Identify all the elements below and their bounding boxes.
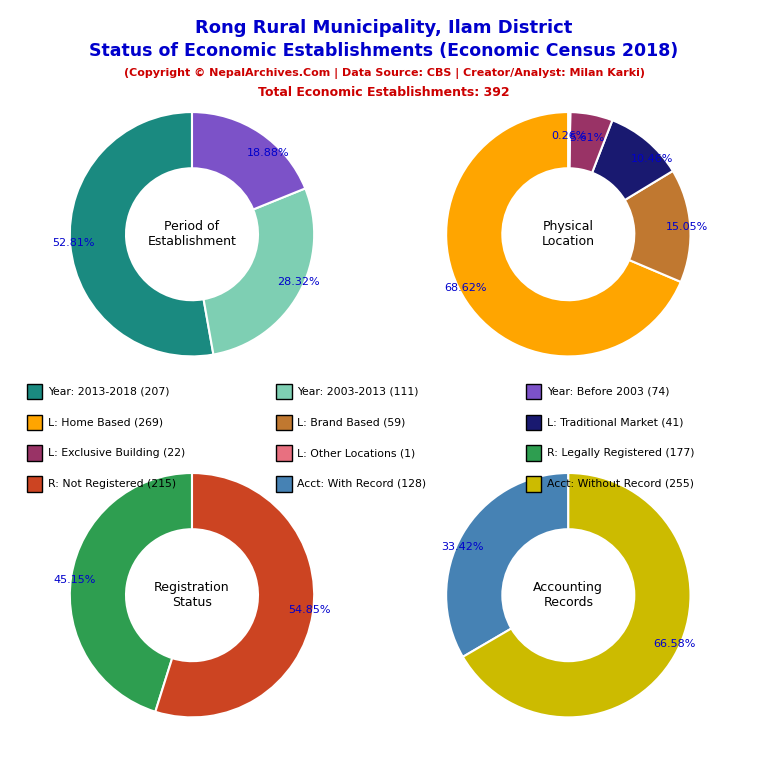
Text: L: Home Based (269): L: Home Based (269) [48,417,163,428]
Text: Acct: Without Record (255): Acct: Without Record (255) [547,478,694,489]
Text: Year: 2003-2013 (111): Year: 2003-2013 (111) [297,386,419,397]
Text: 28.32%: 28.32% [277,276,320,286]
Text: R: Legally Registered (177): R: Legally Registered (177) [547,448,694,458]
Text: Accounting
Records: Accounting Records [534,581,603,609]
Text: 0.26%: 0.26% [551,131,587,141]
Wedge shape [70,473,192,712]
Wedge shape [446,473,568,657]
Text: 5.61%: 5.61% [569,134,604,144]
Text: (Copyright © NepalArchives.Com | Data Source: CBS | Creator/Analyst: Milan Karki: (Copyright © NepalArchives.Com | Data So… [124,68,644,78]
Text: 33.42%: 33.42% [441,541,484,551]
Text: 45.15%: 45.15% [53,575,95,585]
Text: Rong Rural Municipality, Ilam District: Rong Rural Municipality, Ilam District [195,19,573,37]
Text: Registration
Status: Registration Status [154,581,230,609]
Wedge shape [568,112,571,168]
Text: Period of
Establishment: Period of Establishment [147,220,237,248]
Text: 66.58%: 66.58% [653,639,696,649]
Text: 52.81%: 52.81% [52,238,94,248]
Text: 54.85%: 54.85% [289,605,331,615]
Wedge shape [204,188,314,355]
Text: L: Traditional Market (41): L: Traditional Market (41) [547,417,684,428]
Text: 18.88%: 18.88% [247,148,290,158]
Text: Year: 2013-2018 (207): Year: 2013-2018 (207) [48,386,169,397]
Text: R: Not Registered (215): R: Not Registered (215) [48,478,176,489]
Wedge shape [463,473,690,717]
Wedge shape [192,112,305,210]
Wedge shape [624,171,690,282]
Wedge shape [592,121,673,200]
Text: L: Other Locations (1): L: Other Locations (1) [297,448,415,458]
Text: 68.62%: 68.62% [445,283,487,293]
Text: L: Brand Based (59): L: Brand Based (59) [297,417,406,428]
Wedge shape [446,112,680,356]
Text: 15.05%: 15.05% [666,222,708,232]
Wedge shape [70,112,214,356]
Wedge shape [155,473,314,717]
Text: Acct: With Record (128): Acct: With Record (128) [297,478,426,489]
Wedge shape [569,112,612,173]
Text: L: Exclusive Building (22): L: Exclusive Building (22) [48,448,185,458]
Text: Total Economic Establishments: 392: Total Economic Establishments: 392 [258,86,510,99]
Text: Status of Economic Establishments (Economic Census 2018): Status of Economic Establishments (Econo… [89,42,679,60]
Text: Year: Before 2003 (74): Year: Before 2003 (74) [547,386,670,397]
Text: 10.46%: 10.46% [631,154,674,164]
Text: Physical
Location: Physical Location [541,220,595,248]
